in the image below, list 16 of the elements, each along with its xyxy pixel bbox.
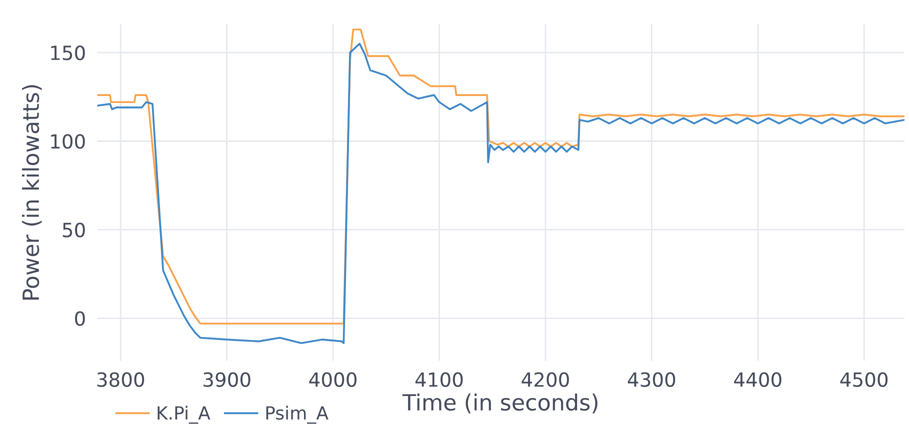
x-axis-title: Time (in seconds) <box>402 394 598 414</box>
x-tick-label: 4300 <box>628 372 676 387</box>
x-tick-label: 4200 <box>522 372 569 387</box>
x-tick-label: 4000 <box>309 372 356 387</box>
legend-label: K.Pi_A <box>158 406 210 424</box>
x-tick-label: 3800 <box>97 372 144 387</box>
y-tick-label: 50 <box>62 222 85 238</box>
x-tick-label: 4400 <box>734 372 782 387</box>
legend-label: Psim_A <box>266 406 328 424</box>
y-axis-title: Power (in kilowatts) <box>22 85 42 300</box>
x-tick-label: 4500 <box>840 372 888 387</box>
y-tick-label: 100 <box>51 134 85 149</box>
x-tick-label: 4100 <box>415 372 463 387</box>
x-tick-label: 3900 <box>204 372 250 387</box>
y-tick-label: 0 <box>75 311 85 326</box>
y-tick-label: 150 <box>51 46 85 60</box>
